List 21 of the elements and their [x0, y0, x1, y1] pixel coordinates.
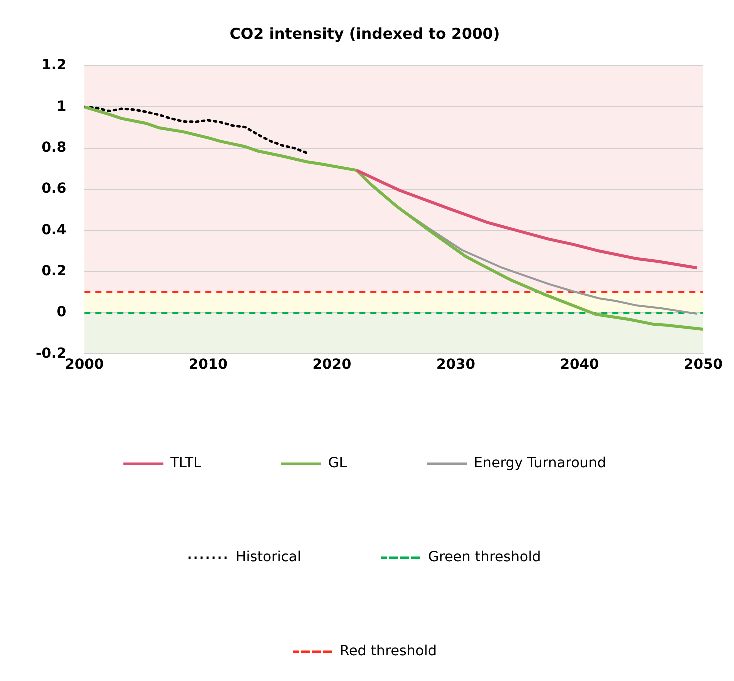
chart-title: CO2 intensity (indexed to 2000)	[230, 24, 500, 43]
x-tick-label: 2050	[684, 357, 724, 374]
y-tick-label: 0.8	[42, 140, 67, 156]
legend-label: Green threshold	[428, 550, 542, 566]
y-tick-label: 1.2	[42, 58, 67, 74]
legend-label: Energy Turnaround	[474, 456, 606, 472]
x-tick-label: 2010	[188, 357, 228, 374]
y-tick-label: -0.2	[36, 346, 67, 362]
y-tick-label: 0.6	[42, 181, 67, 198]
x-tick-label: 2030	[436, 357, 476, 374]
y-tick-label: 0.2	[42, 264, 67, 280]
legend-label: Red threshold	[340, 644, 437, 660]
legend-label: Historical	[236, 550, 302, 566]
legend-label: TLTL	[170, 456, 202, 472]
legend-label: GL	[328, 456, 348, 472]
y-tick-label: 0.4	[42, 222, 67, 238]
y-tick-label: 0	[56, 304, 67, 321]
x-tick-label: 2040	[560, 357, 600, 374]
x-tick-label: 2020	[312, 357, 352, 374]
x-tick-label: 2000	[65, 357, 104, 374]
y-tick-label: 1	[56, 98, 67, 115]
